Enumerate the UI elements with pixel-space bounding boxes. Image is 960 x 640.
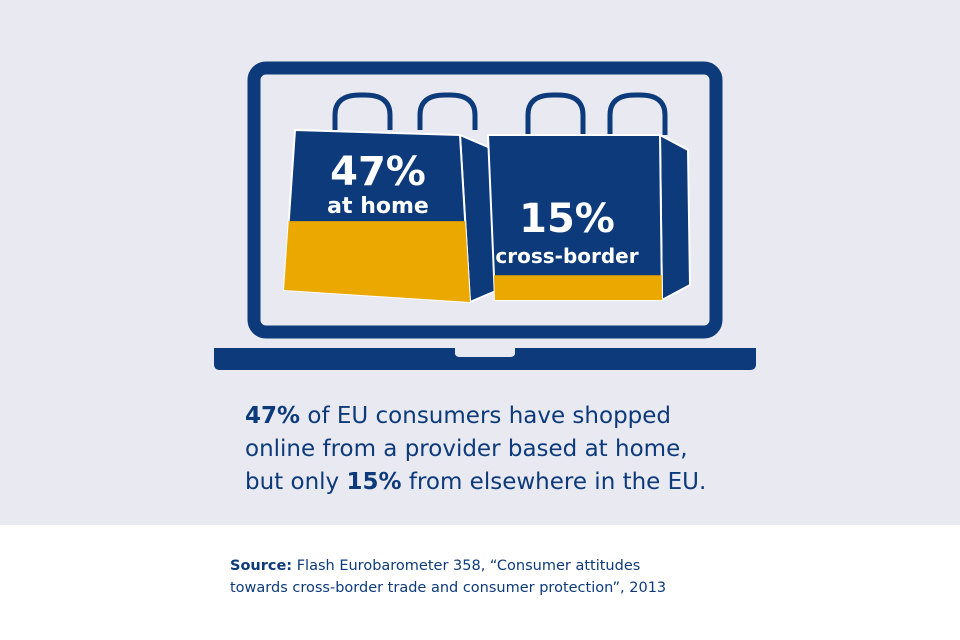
handle bbox=[607, 92, 668, 135]
bag-value: 15% bbox=[519, 196, 615, 242]
bag-fill bbox=[488, 275, 662, 300]
bag-value: 47% bbox=[330, 149, 426, 195]
laptop-base bbox=[214, 348, 756, 370]
bag-label: cross-border bbox=[495, 244, 638, 268]
statement-highlight: 47% bbox=[245, 403, 301, 429]
handle bbox=[332, 92, 393, 130]
bag-label: at home bbox=[327, 194, 429, 219]
source-text: Flash Eurobarometer 358, “Consumer attit… bbox=[230, 558, 667, 596]
statement-text: from elsewhere in the EU. bbox=[401, 469, 707, 495]
source-label: Source: bbox=[230, 558, 293, 574]
infographic: 47%at home 15%cross-border bbox=[214, 61, 756, 370]
source: Source: Flash Eurobarometer 358, “Consum… bbox=[230, 555, 700, 599]
bag-fill bbox=[284, 221, 470, 302]
bags: 47%at home 15%cross-border bbox=[282, 92, 692, 304]
handle bbox=[525, 92, 586, 135]
laptop-screen bbox=[247, 61, 723, 339]
statement: 47% of EU consumers have shopped online … bbox=[245, 400, 725, 499]
bag-side bbox=[658, 133, 692, 302]
statement-highlight: 15% bbox=[346, 469, 402, 495]
handle bbox=[417, 92, 478, 130]
statement-text: of EU consumers have shopped online from… bbox=[245, 403, 688, 495]
